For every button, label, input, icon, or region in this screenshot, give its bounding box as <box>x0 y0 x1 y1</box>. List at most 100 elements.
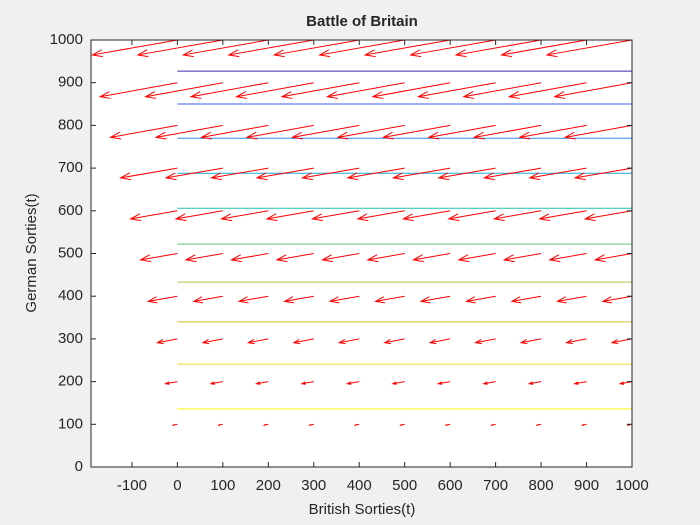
arrow <box>246 338 269 345</box>
x-tick-label: 0 <box>173 477 181 494</box>
arrow <box>328 295 360 304</box>
x-tick-label: 1000 <box>615 477 648 494</box>
x-tick-label: 200 <box>256 477 281 494</box>
arrow <box>527 381 542 385</box>
arrow <box>428 338 451 345</box>
arrow <box>308 423 314 426</box>
arrow <box>553 82 633 99</box>
arrow <box>427 124 496 140</box>
arrow <box>139 253 178 263</box>
arrow <box>229 253 269 263</box>
arrow <box>391 167 451 181</box>
arrow <box>374 295 405 304</box>
arrow <box>300 167 360 181</box>
arrow <box>254 381 269 385</box>
arrow <box>136 39 223 58</box>
arrow <box>300 381 314 385</box>
arrow <box>545 39 633 58</box>
arrow <box>583 210 633 222</box>
arrow <box>262 423 269 426</box>
arrow <box>320 253 360 263</box>
arrow <box>237 295 269 304</box>
arrow <box>192 295 223 304</box>
y-tick-label: 800 <box>58 116 83 133</box>
arrow <box>356 210 405 222</box>
arrow <box>245 124 314 140</box>
arrow <box>164 381 178 385</box>
arrow <box>538 210 587 222</box>
x-axis-label: British Sorties(t) <box>309 501 416 518</box>
arrow <box>353 423 360 426</box>
arrow <box>318 39 405 58</box>
arrow <box>563 124 633 140</box>
arrow <box>482 381 496 385</box>
y-tick-label: 100 <box>58 415 83 432</box>
x-tick-label: 100 <box>210 477 235 494</box>
arrow <box>437 167 496 181</box>
arrow <box>155 338 178 345</box>
arrow <box>601 295 633 304</box>
arrow <box>548 253 587 263</box>
arrow <box>144 82 223 99</box>
arrow <box>580 423 587 426</box>
arrow <box>462 82 542 99</box>
y-axis-label: German Sorties(t) <box>23 193 40 312</box>
arrow <box>528 167 587 181</box>
arrow <box>98 82 178 99</box>
arrow <box>325 82 405 99</box>
arrow <box>337 338 360 345</box>
y-tick-label: 700 <box>58 159 83 176</box>
arrow <box>310 210 360 222</box>
y-tick-label: 400 <box>58 287 83 304</box>
arrow <box>492 210 542 222</box>
arrow <box>401 210 451 222</box>
arrow <box>255 167 314 181</box>
arrow <box>416 82 496 99</box>
arrow <box>209 381 223 385</box>
arrow <box>171 423 178 426</box>
arrow <box>502 253 542 263</box>
x-tick-label: 800 <box>529 477 554 494</box>
arrow <box>454 39 542 58</box>
arrow <box>565 338 587 345</box>
arrow <box>346 167 405 181</box>
arrow <box>472 124 542 140</box>
y-tick-label: 1000 <box>50 31 83 48</box>
arrow <box>209 167 269 181</box>
arrow <box>444 423 451 426</box>
arrow <box>457 253 496 263</box>
arrow <box>391 381 405 385</box>
arrow <box>189 82 269 99</box>
arrow <box>184 253 223 263</box>
x-tick-label: 900 <box>574 477 599 494</box>
arrow <box>363 39 451 58</box>
arrow <box>383 338 405 345</box>
arrow <box>129 210 178 222</box>
chart-title: Battle of Britain <box>306 13 418 30</box>
arrow <box>474 338 496 345</box>
arrow <box>283 295 314 304</box>
arrow <box>199 124 269 140</box>
arrow <box>119 167 178 181</box>
arrow <box>154 124 223 140</box>
arrow <box>555 295 587 304</box>
arrow <box>336 124 405 140</box>
arrow <box>201 338 223 345</box>
arrow <box>500 39 587 58</box>
arrow <box>507 82 587 99</box>
arrow <box>219 210 269 222</box>
arrow <box>573 167 633 181</box>
arrow <box>275 253 314 263</box>
arrow <box>399 423 405 426</box>
x-tick-label: 500 <box>392 477 417 494</box>
y-tick-label: 0 <box>75 458 83 475</box>
arrow <box>234 82 314 99</box>
arrow <box>345 381 360 385</box>
arrow <box>518 124 587 140</box>
arrow <box>292 338 314 345</box>
arrow <box>272 39 360 58</box>
y-tick-label: 900 <box>58 74 83 91</box>
x-tick-label: 700 <box>483 477 508 494</box>
